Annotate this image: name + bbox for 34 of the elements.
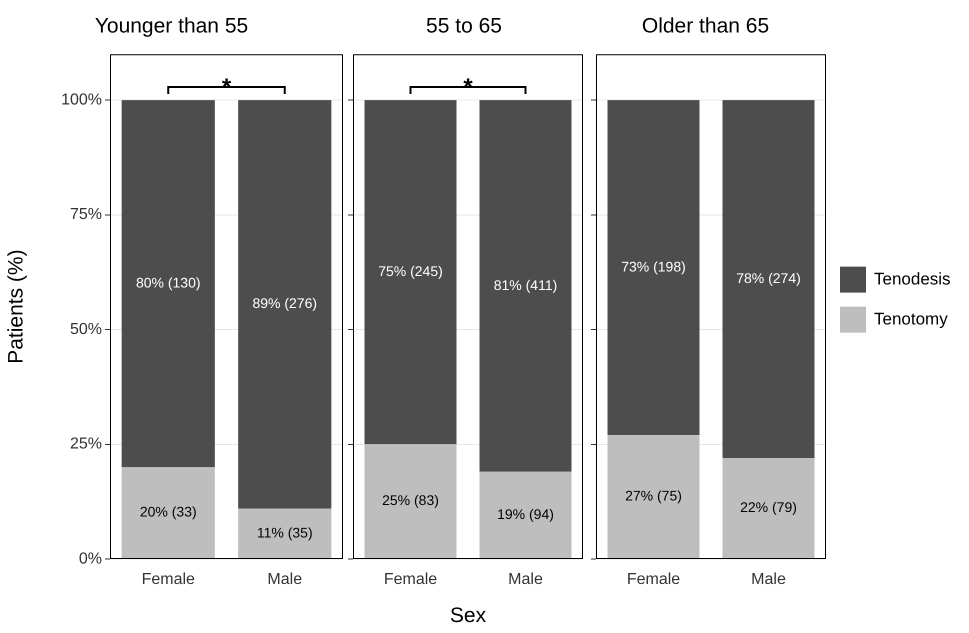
x-tick-label: Male <box>508 571 543 588</box>
data-label: 25% (83) <box>382 492 439 508</box>
data-label: 27% (75) <box>625 488 682 504</box>
y-tick-label: 50% <box>70 320 102 338</box>
data-label: 22% (79) <box>740 499 797 516</box>
data-label: 75% (245) <box>378 263 443 280</box>
legend-label: Tenotomy <box>874 309 948 328</box>
y-tick-label: 0% <box>78 550 102 568</box>
y-tick-label: 75% <box>70 206 102 224</box>
data-label: 89% (276) <box>252 295 318 312</box>
data-label: 19% (94) <box>497 506 554 522</box>
chart-title: 55 to 65 <box>426 14 502 38</box>
y-tick-label: 100% <box>61 91 102 108</box>
data-label: 11% (35) <box>256 524 313 540</box>
y-axis-title: Patients (%) <box>4 249 28 364</box>
x-tick-label: Female <box>142 571 196 588</box>
x-axis-title: Sex <box>450 604 487 628</box>
x-tick-label: Male <box>751 571 786 588</box>
chart-title: Younger than 55 <box>94 14 248 38</box>
bar <box>122 100 215 468</box>
data-label: 80% (130) <box>136 274 201 291</box>
bar <box>122 467 215 558</box>
y-tick-label: 25% <box>70 436 102 453</box>
x-tick-label: Female <box>626 571 680 588</box>
data-label: 81% (411) <box>494 276 558 293</box>
x-tick-label: Male <box>267 571 302 588</box>
bar <box>238 508 332 558</box>
x-tick-label: Female <box>384 571 438 588</box>
data-label: 78% (274) <box>736 270 801 286</box>
chart-title: Older than 65 <box>642 14 770 38</box>
legend-label: Tenodesis <box>874 269 951 288</box>
bar <box>238 100 332 509</box>
data-label: 73% (198) <box>621 258 686 274</box>
data-label: 20% (33) <box>140 504 197 520</box>
